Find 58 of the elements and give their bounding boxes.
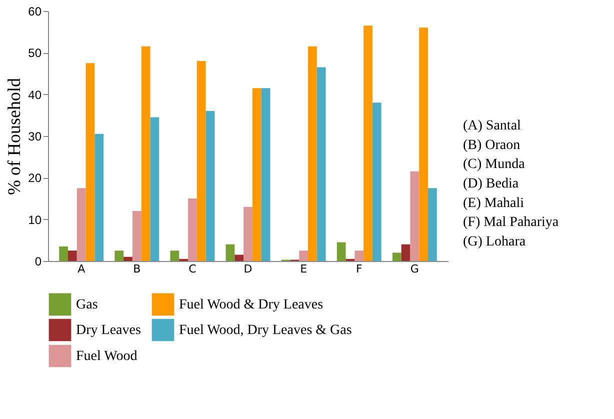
bar bbox=[299, 250, 308, 261]
bar bbox=[68, 250, 77, 261]
legend-label: Fuel Wood, Dry Leaves & Gas bbox=[179, 323, 352, 338]
bar bbox=[188, 198, 197, 261]
bar bbox=[59, 246, 68, 261]
bar bbox=[114, 250, 124, 261]
y-tick-label: 10 bbox=[28, 212, 42, 227]
bar bbox=[336, 242, 346, 261]
text: (A) Santal bbox=[463, 118, 522, 134]
bar bbox=[234, 254, 244, 261]
bar bbox=[226, 244, 235, 261]
x-tick-label: C bbox=[188, 262, 197, 276]
bar bbox=[132, 211, 142, 261]
bar bbox=[372, 102, 382, 261]
y-tick-label: 30 bbox=[28, 130, 42, 144]
bar bbox=[141, 46, 150, 261]
text: (E) Mahali bbox=[463, 196, 524, 211]
x-tick-label: E bbox=[300, 262, 308, 276]
x-tick-label: D bbox=[244, 262, 252, 276]
text: (B) Oraon bbox=[463, 138, 520, 153]
x-tick-label: A bbox=[78, 262, 86, 276]
bar bbox=[354, 250, 364, 261]
y-tick-label: 60 bbox=[28, 4, 42, 18]
bar bbox=[261, 88, 270, 261]
legend-label: Fuel Wood & Dry Leaves bbox=[179, 297, 324, 312]
bar bbox=[252, 88, 262, 261]
text: (G) Lohara bbox=[463, 234, 526, 250]
legend-label: Dry Leaves bbox=[76, 323, 141, 338]
x-tick-label: F bbox=[356, 262, 362, 276]
y-axis-title: % of Household bbox=[4, 78, 24, 195]
y-tick-label: 0 bbox=[34, 254, 42, 268]
bar bbox=[124, 256, 132, 261]
bar bbox=[244, 206, 252, 261]
y-tick-label: 50 bbox=[28, 46, 42, 60]
bar bbox=[419, 28, 428, 261]
x-tick-label: B bbox=[133, 262, 141, 276]
bar bbox=[308, 46, 317, 261]
bar bbox=[392, 252, 402, 261]
bar bbox=[76, 188, 86, 261]
text: (D) Bedia bbox=[463, 176, 520, 192]
bar bbox=[401, 244, 410, 261]
bar bbox=[428, 188, 437, 261]
text: (C) Munda bbox=[463, 157, 526, 172]
bar bbox=[206, 111, 215, 261]
y-tick-label: 20 bbox=[28, 171, 42, 186]
x-tick-label: G bbox=[410, 262, 419, 276]
bar bbox=[364, 26, 372, 261]
bar bbox=[316, 67, 326, 261]
legend-label: Gas bbox=[76, 297, 98, 312]
bar bbox=[410, 171, 420, 261]
y-tick-label: 40 bbox=[28, 88, 42, 102]
bar bbox=[170, 250, 180, 261]
legend-label: Fuel Wood bbox=[76, 349, 138, 364]
bar bbox=[94, 134, 104, 261]
bar bbox=[150, 117, 160, 261]
bar bbox=[196, 61, 206, 261]
text: (F) Mal Pahariya bbox=[463, 215, 560, 230]
bar bbox=[86, 63, 95, 261]
